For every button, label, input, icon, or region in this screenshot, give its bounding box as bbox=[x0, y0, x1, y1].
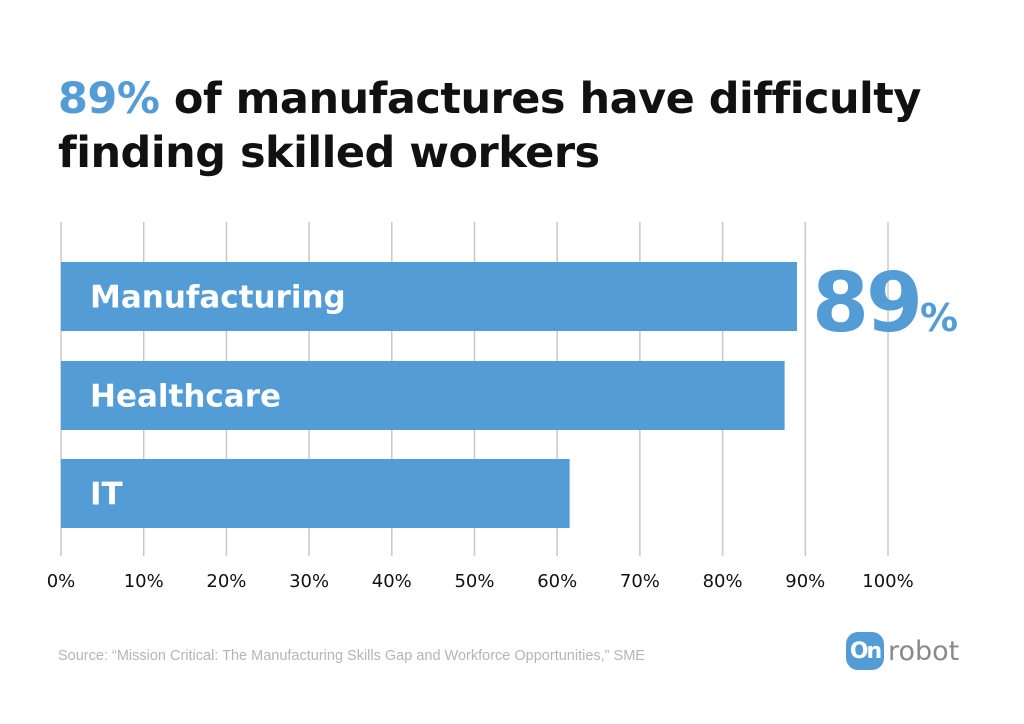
callout-unit: % bbox=[920, 296, 958, 340]
bar-healthcare bbox=[61, 361, 785, 430]
tick-label: 60% bbox=[537, 571, 577, 592]
tick-label: 50% bbox=[454, 571, 494, 592]
tick-label: 80% bbox=[703, 571, 743, 592]
tick-label: 0% bbox=[47, 571, 76, 592]
logo-badge: On bbox=[846, 632, 884, 670]
page-title: 89% of manufactures have difficulty find… bbox=[58, 72, 921, 180]
tick-label: 40% bbox=[372, 571, 412, 592]
tick-label: 20% bbox=[206, 571, 246, 592]
tick-label: 70% bbox=[620, 571, 660, 592]
tick-label: 90% bbox=[785, 571, 825, 592]
title-highlight: 89% bbox=[58, 74, 160, 124]
title-line2: finding skilled workers bbox=[58, 128, 600, 178]
bar-label: Healthcare bbox=[90, 379, 281, 415]
tick-label: 10% bbox=[124, 571, 164, 592]
bar-it bbox=[61, 459, 570, 528]
logo-word: robot bbox=[888, 635, 960, 667]
bar-manufacturing bbox=[61, 262, 798, 331]
title-line1: of manufactures have difficulty bbox=[159, 74, 921, 124]
onrobot-logo: On robot bbox=[846, 632, 959, 670]
tick-label: 100% bbox=[862, 571, 913, 592]
bar-label: Manufacturing bbox=[90, 280, 346, 316]
tick-label: 30% bbox=[289, 571, 329, 592]
source-note: Source: “Mission Critical: The Manufactu… bbox=[58, 648, 645, 664]
callout-number: 89 bbox=[812, 256, 920, 351]
bar-label: IT bbox=[90, 477, 123, 513]
